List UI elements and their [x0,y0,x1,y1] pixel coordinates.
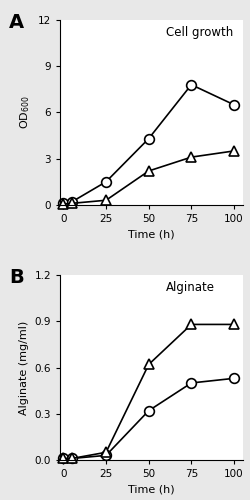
X-axis label: Time (h): Time (h) [128,484,174,494]
Text: A: A [9,12,24,32]
Text: Alginate: Alginate [166,280,215,293]
X-axis label: Time (h): Time (h) [128,230,174,239]
Y-axis label: Alginate (mg/ml): Alginate (mg/ml) [19,320,29,414]
Y-axis label: OD$_{600}$: OD$_{600}$ [18,96,32,130]
Text: B: B [9,268,24,286]
Text: Cell growth: Cell growth [166,26,233,38]
